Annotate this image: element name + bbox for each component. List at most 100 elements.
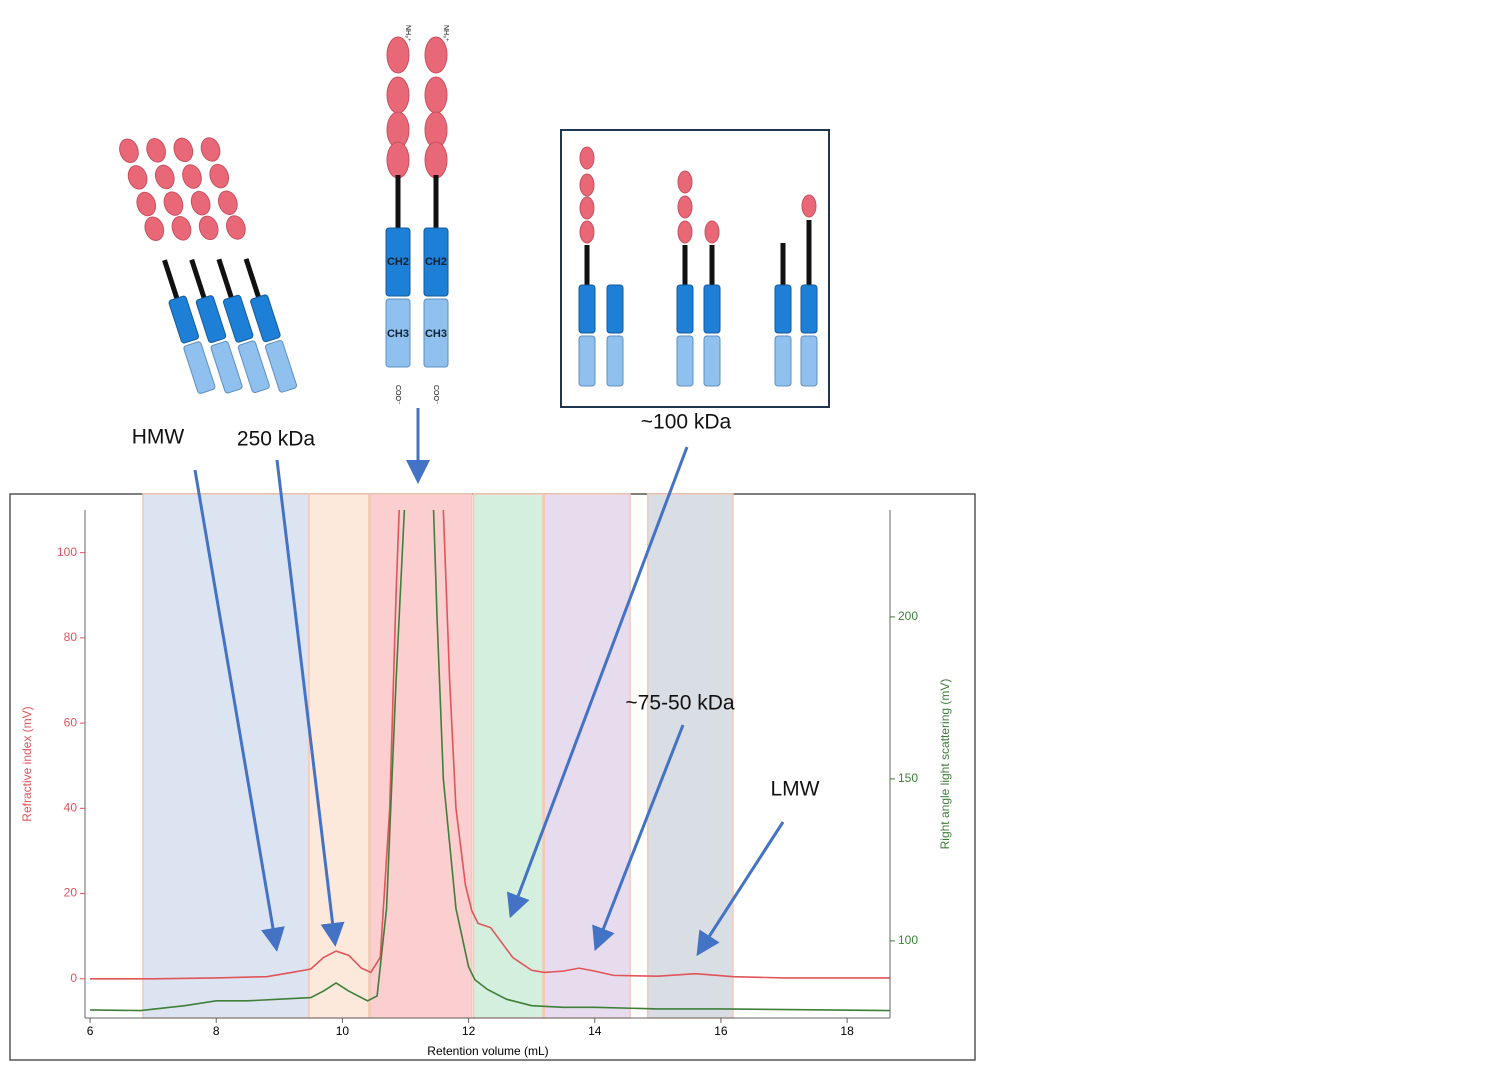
- series-line: [90, 510, 890, 1012]
- ch3-domain: [606, 335, 624, 387]
- domain: [200, 137, 221, 162]
- regions: [142, 493, 734, 1019]
- region: [646, 493, 734, 1019]
- domain: [386, 141, 410, 179]
- hinge: [216, 258, 234, 299]
- region: [543, 493, 631, 1019]
- illustration-label: NH₃⁺: [442, 25, 449, 42]
- ch2-domain: [195, 295, 227, 344]
- arrow: [696, 821, 785, 957]
- annotation: HMW: [132, 426, 185, 449]
- domain: [144, 216, 165, 241]
- hinge: [162, 259, 180, 299]
- domain: [190, 190, 211, 216]
- arrow: [592, 724, 685, 952]
- domain: [209, 163, 230, 189]
- domain: [579, 220, 595, 244]
- domain: [171, 216, 192, 241]
- illustration-label: COO⁻: [394, 385, 401, 405]
- region: [472, 493, 544, 1019]
- region: [142, 493, 310, 1019]
- ch2-domain: [606, 284, 624, 334]
- domain: [218, 190, 238, 215]
- domain: [704, 220, 720, 244]
- ch3-domain: [774, 335, 792, 387]
- domain: [424, 36, 448, 74]
- y2-tick-label: 150: [898, 771, 918, 785]
- ch3-domain: [423, 298, 449, 368]
- ch3-domain: [676, 335, 694, 387]
- domain: [119, 138, 139, 164]
- ch3-domain: [264, 340, 297, 393]
- x-tick-label: 14: [588, 1024, 602, 1038]
- x-tick-label: 6: [87, 1024, 94, 1038]
- domain: [677, 195, 693, 219]
- fragment-box: [560, 129, 830, 408]
- ch2-domain: [774, 284, 792, 334]
- hinge: [243, 258, 261, 298]
- plot: [90, 510, 890, 1012]
- region: [369, 493, 473, 1019]
- ch3-domain: [385, 298, 411, 368]
- series-line: [90, 510, 890, 980]
- domain: [386, 76, 410, 114]
- domain: [677, 170, 693, 194]
- y-tick-label: 40: [64, 800, 78, 814]
- domain: [154, 164, 175, 190]
- region: [308, 493, 370, 1019]
- x-tick-label: 18: [840, 1024, 854, 1038]
- arrow: [506, 446, 689, 919]
- axes: 6 8 10 12 14 16 18 0 20 40 60 80 100 100 150 200: [57, 510, 918, 1038]
- domain: [424, 76, 448, 114]
- domain: [801, 194, 817, 218]
- y-tick-label: 60: [64, 715, 78, 729]
- fragments: [578, 146, 818, 387]
- y2-tick-label: 100: [898, 933, 918, 947]
- domain: [163, 191, 184, 216]
- intact-antibody: CH2 CH2 CH3 CH3 NH₃⁺ COO⁻ NH₃⁺ COO⁻: [385, 25, 449, 405]
- ch2-domain: [578, 284, 596, 334]
- annotation: ~100 kDa: [641, 411, 732, 434]
- y-axis-label: Refractive index (mV): [20, 706, 34, 821]
- aggregate: [119, 137, 297, 394]
- hinge: [189, 258, 207, 299]
- domain: [127, 165, 148, 190]
- annotation: ~75-50 kDa: [625, 692, 734, 715]
- ch2-domain: [676, 284, 694, 334]
- ch3-domain: [210, 340, 243, 394]
- domain: [677, 220, 693, 244]
- domain: [136, 191, 157, 217]
- y-tick-label: 0: [70, 971, 77, 985]
- illustration-label: CH2: [425, 256, 447, 268]
- y-tick-label: 100: [57, 545, 77, 559]
- ch2-domain: [222, 294, 254, 343]
- ch2-domain: [703, 284, 721, 334]
- domain: [198, 215, 219, 241]
- ch2-domain: [250, 294, 281, 343]
- y-tick-label: 80: [64, 630, 78, 644]
- y2-tick-label: 200: [898, 609, 918, 623]
- domain: [146, 138, 166, 163]
- annotation: LMW: [771, 778, 820, 801]
- domain: [424, 141, 448, 179]
- antibody-illustrations: CH2 CH2 CH3 CH3 NH₃⁺ COO⁻ NH₃⁺ COO⁻: [119, 25, 818, 405]
- domain: [173, 137, 194, 163]
- ch3-domain: [800, 335, 818, 387]
- x-tick-label: 8: [213, 1024, 220, 1038]
- y2-axis-label: Right angle light scattering (mV): [938, 679, 952, 850]
- ch3-domain: [237, 340, 270, 394]
- domain: [182, 164, 202, 189]
- ch3-domain: [703, 335, 721, 387]
- ch2-domain: [800, 284, 818, 334]
- illustration-label: COO⁻: [432, 385, 439, 405]
- x-tick-label: 16: [714, 1024, 728, 1038]
- domain: [226, 215, 246, 240]
- x-axis-label: Retention volume (mL): [427, 1044, 548, 1058]
- ch2-domain: [423, 227, 449, 297]
- arrow: [193, 469, 285, 952]
- y-tick-label: 20: [64, 886, 78, 900]
- illustration-label: CH2: [387, 256, 409, 268]
- illustration-label: NH₃⁺: [404, 25, 411, 42]
